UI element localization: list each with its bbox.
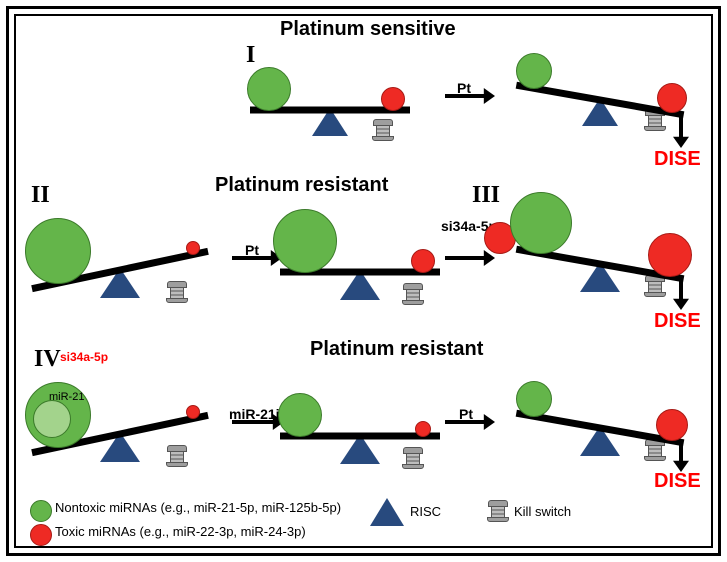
bar-p3c (0, 0, 727, 562)
green-circle-p3c (516, 381, 552, 417)
red-circle-p3c (656, 409, 688, 441)
legend-killswitch-icon (488, 500, 506, 522)
legend-risc-triangle (370, 498, 404, 526)
mir21-inner-label: miR-21 (49, 391, 84, 403)
